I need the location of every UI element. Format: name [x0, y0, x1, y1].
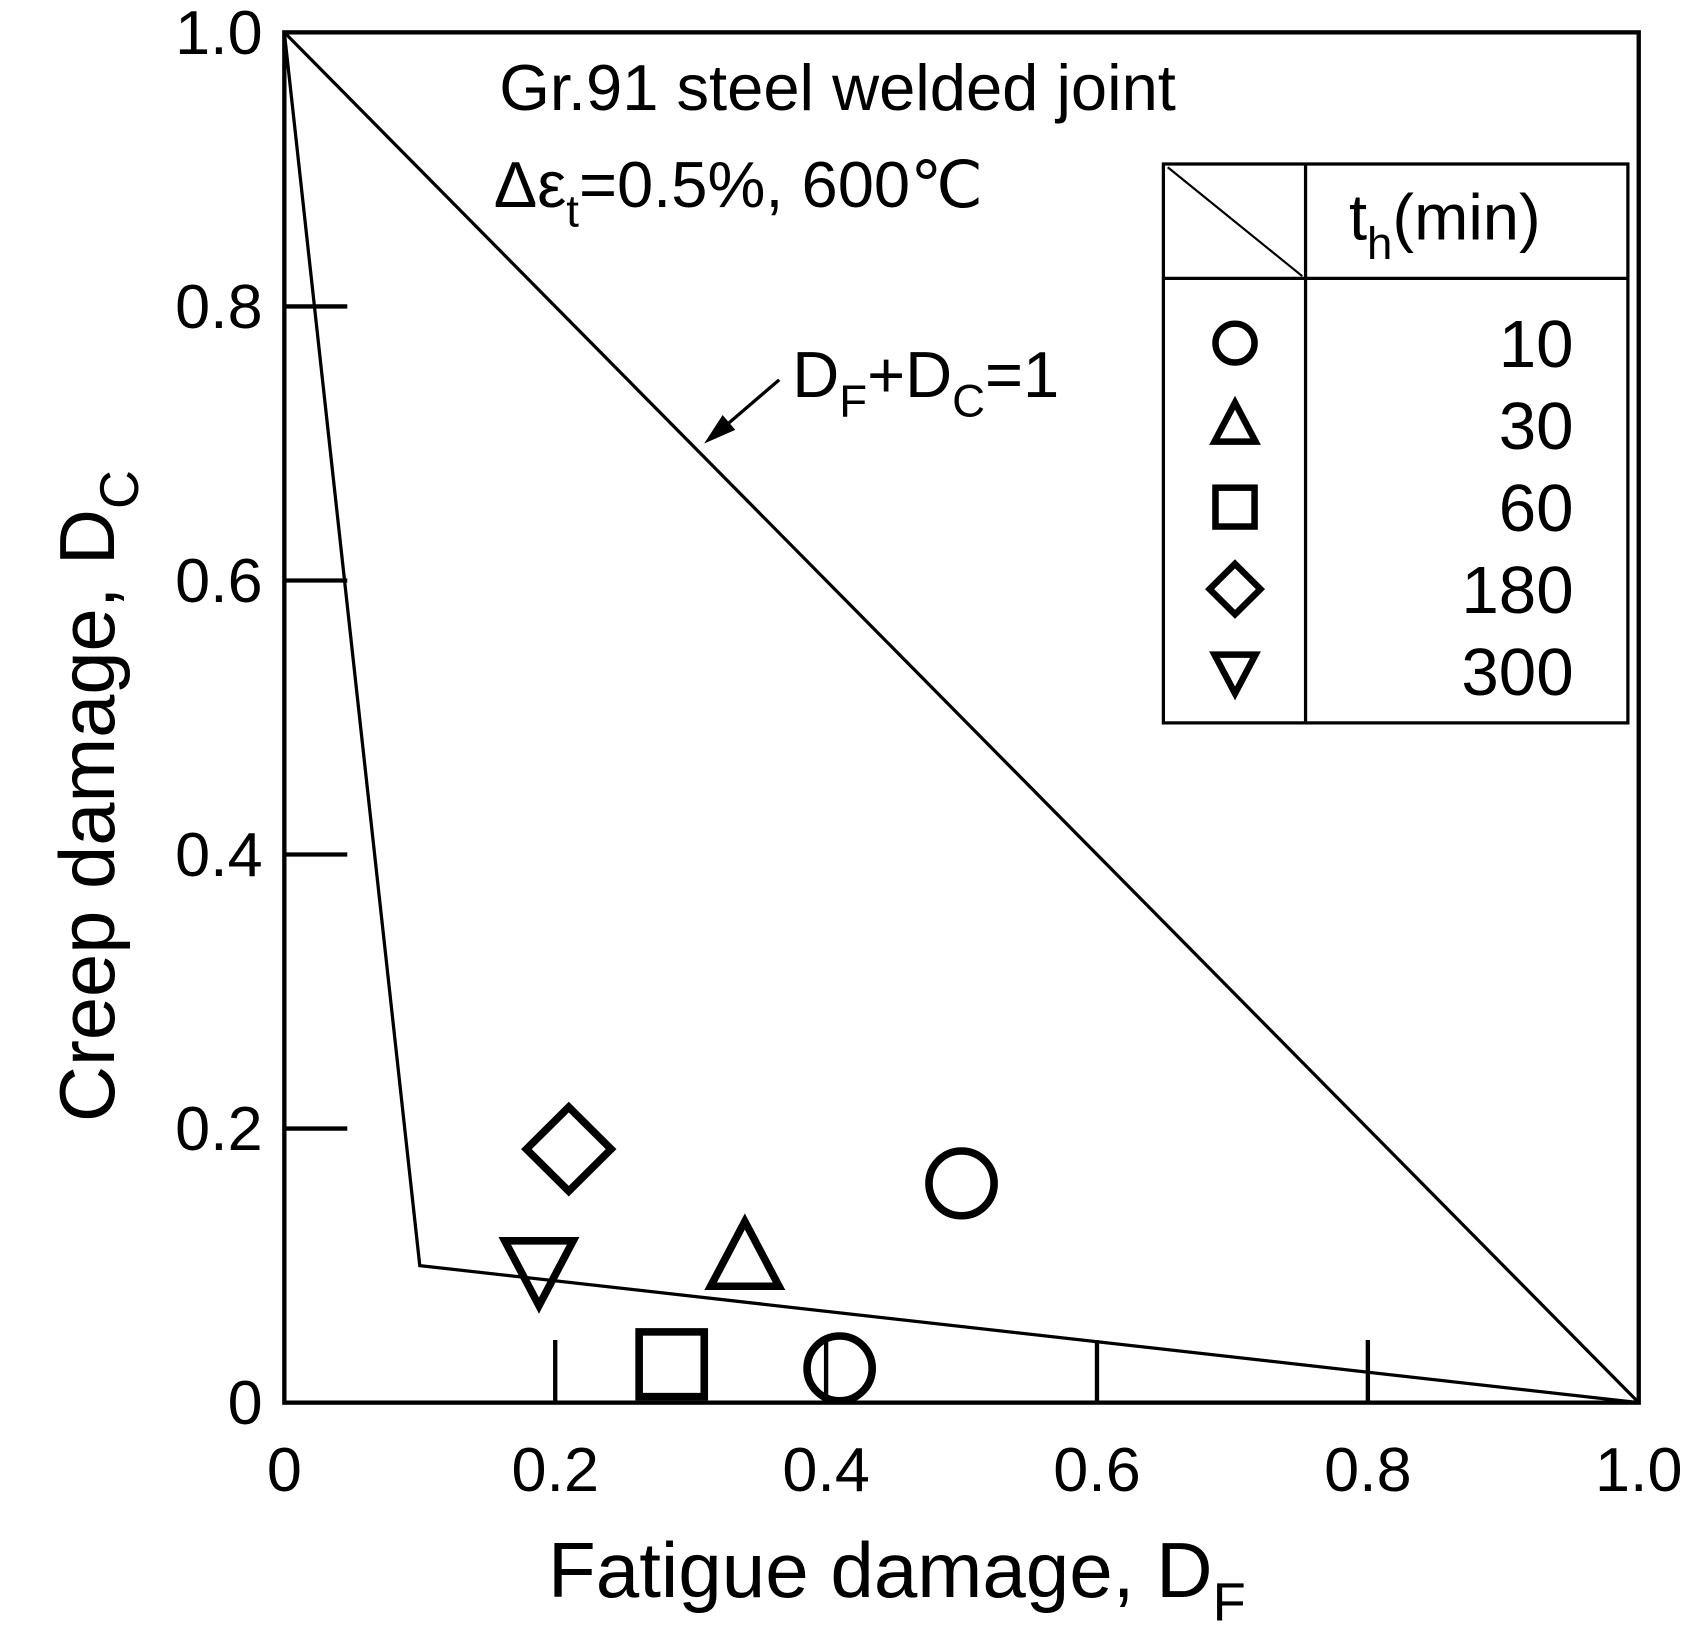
- triangle-up-marker: [1209, 395, 1261, 445]
- legend-label: 300: [1461, 635, 1573, 710]
- y-tick-label: 0.6: [175, 546, 262, 616]
- linear-damage-rule-line: [283, 31, 1640, 1404]
- x-axis-label: Fatigue damage, DF: [548, 1526, 1246, 1632]
- circle-marker: [925, 1147, 998, 1220]
- x-tick-label: 0.8: [1324, 1435, 1411, 1505]
- diamond-marker: [521, 1101, 617, 1197]
- y-axis-label: Creep damage, DC: [43, 470, 150, 1122]
- diamond-marker: [1205, 559, 1266, 619]
- legend-label: 10: [1499, 307, 1574, 382]
- plot-frame: [282, 30, 1641, 1405]
- triangle-up-marker: [704, 1213, 786, 1291]
- triangle-down-marker: [498, 1237, 580, 1314]
- circle-marker: [1212, 320, 1258, 366]
- y-tick-label: 0.2: [175, 1094, 262, 1164]
- legend-label: 60: [1499, 471, 1574, 546]
- triangle-down-marker: [1209, 651, 1261, 701]
- annotation-arrowhead: [704, 415, 736, 444]
- square-marker: [1212, 484, 1258, 530]
- y-tick-label: 0.8: [175, 272, 262, 342]
- square-marker: [635, 1328, 709, 1401]
- x-tick-label: 0.6: [1053, 1435, 1140, 1505]
- legend-label: 30: [1499, 389, 1574, 464]
- y-tick-label: 1.0: [175, 0, 262, 68]
- chart-title: Gr.91 steel welded joint: [499, 51, 1176, 124]
- chart-subtitle: Δεt=0.5%, 600℃: [494, 148, 983, 236]
- legend-header: th(min): [1349, 181, 1541, 269]
- legend-label: 180: [1461, 553, 1573, 628]
- x-tick-label: 0.4: [782, 1435, 869, 1505]
- bilinear-damage-envelope: [282, 32, 1639, 1405]
- x-tick-label: 0.2: [511, 1435, 598, 1505]
- y-tick-label: 0.4: [175, 820, 262, 890]
- svg-text:DF+DC=1: DF+DC=1: [792, 338, 1059, 426]
- y-tick-label: 0: [228, 1368, 263, 1438]
- line-annotation: DF+DC=1: [704, 338, 1059, 444]
- x-tick-label: 1.0: [1595, 1435, 1682, 1505]
- x-tick-label: 0: [267, 1435, 302, 1505]
- circle-marker: [803, 1332, 876, 1405]
